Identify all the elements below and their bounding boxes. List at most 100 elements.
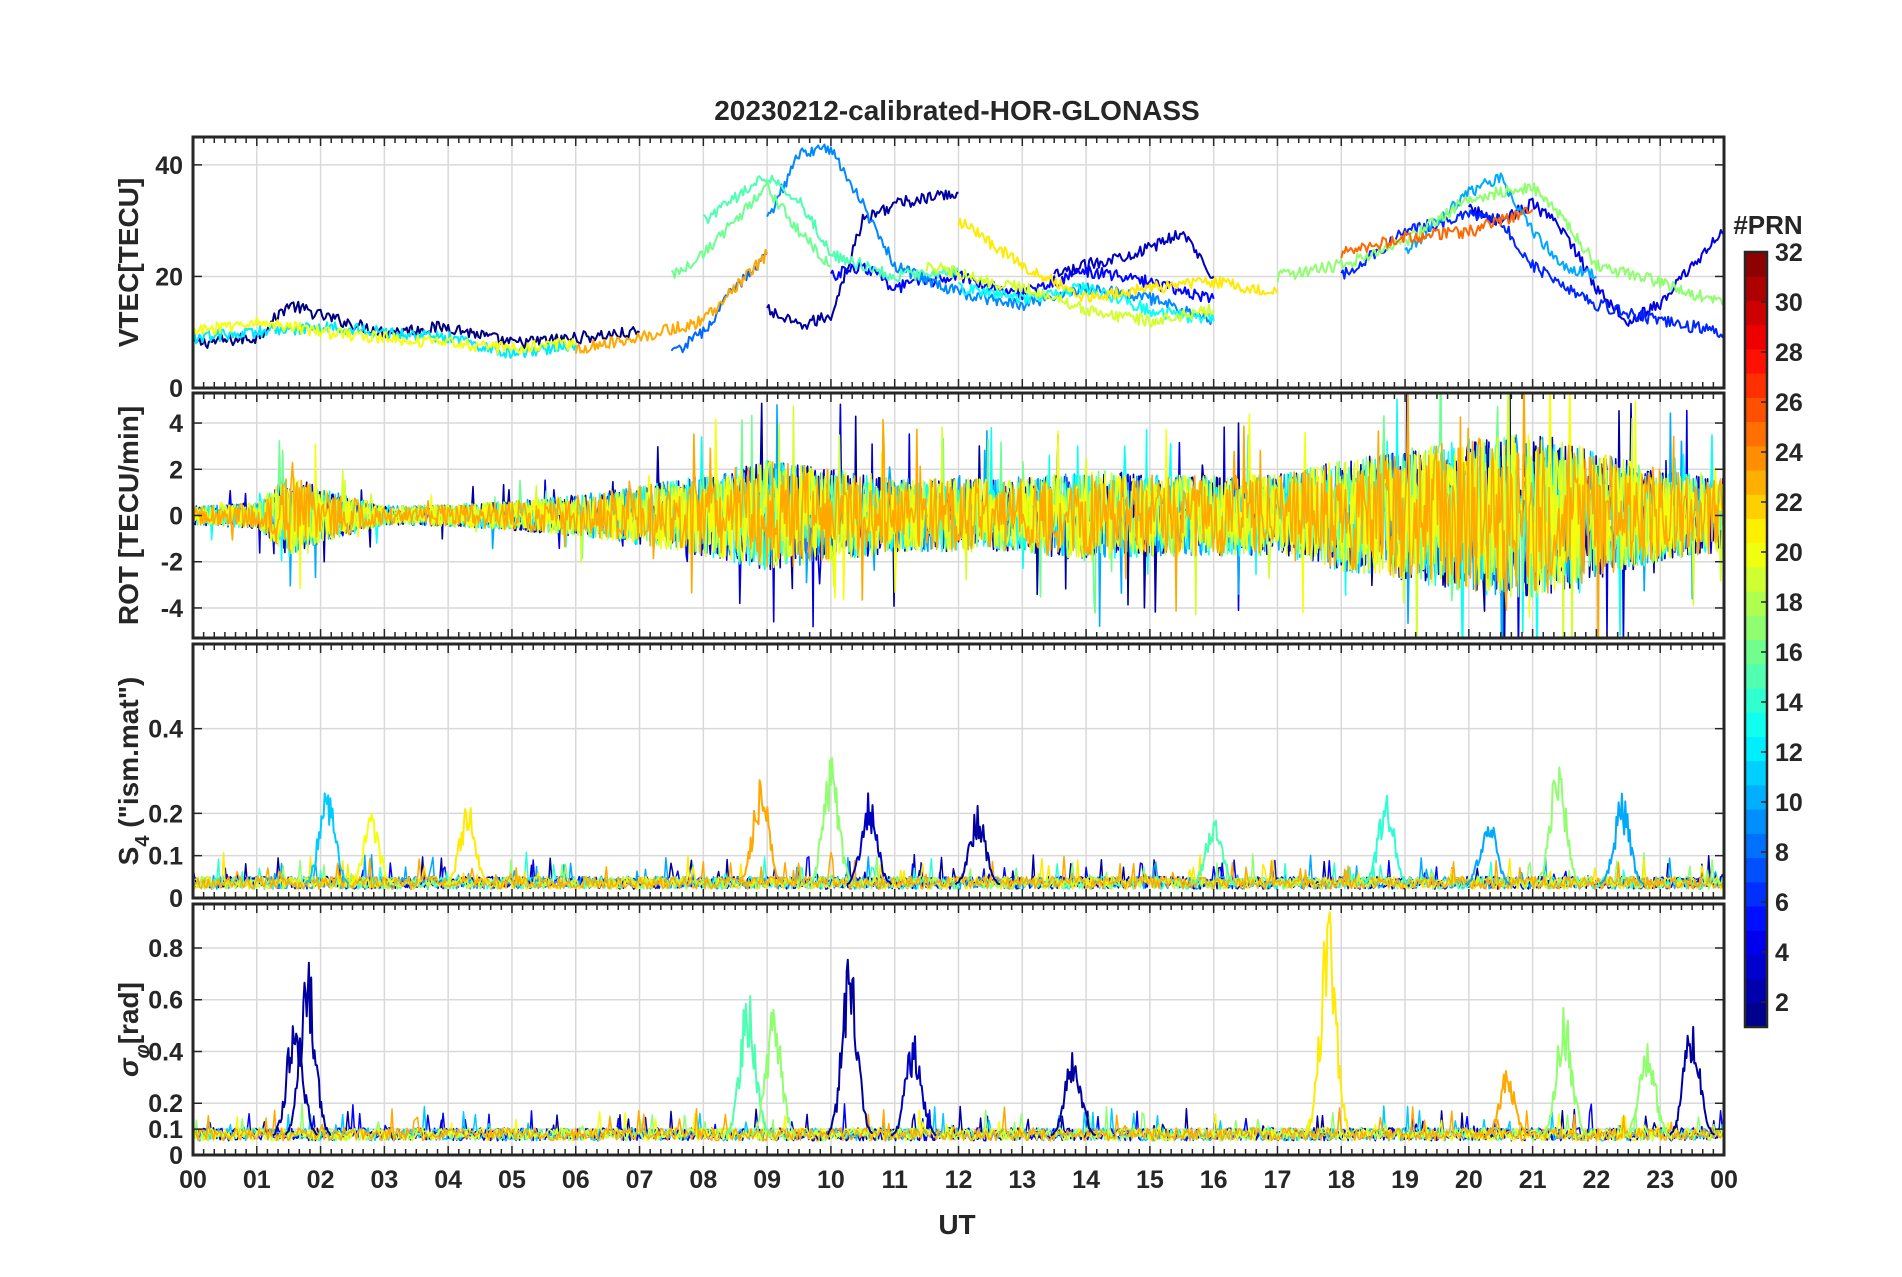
peak-series-line xyxy=(1624,1043,1670,1137)
colorbar-step xyxy=(1745,712,1767,737)
colorbar-tick-label: 30 xyxy=(1775,289,1803,317)
colorbar-step xyxy=(1745,494,1767,520)
peak-series-line xyxy=(724,995,772,1136)
y-tick-label: 0 xyxy=(169,375,183,403)
x-axis-label: UT xyxy=(938,1209,975,1240)
colorbar-tick-label: 28 xyxy=(1775,339,1803,367)
colorbar-step xyxy=(1745,639,1767,665)
panel-series xyxy=(193,911,1724,1142)
x-tick-label: 23 xyxy=(1646,1166,1674,1194)
vtec-series-line xyxy=(193,316,577,355)
peak-series-line xyxy=(750,1008,797,1137)
x-tick-label: 10 xyxy=(817,1166,845,1194)
minor-ticks xyxy=(192,393,1725,638)
x-tick-label: 00 xyxy=(179,1166,207,1194)
x-tick-label: 01 xyxy=(243,1166,271,1194)
colorbar-step xyxy=(1745,542,1767,568)
panel-sigma_phi: 00.10.2 0.4 0.6 0.8 σφ[rad] xyxy=(113,902,1726,1170)
x-tick-label: 04 xyxy=(434,1166,462,1194)
background-series-line xyxy=(193,1106,1724,1142)
vtec-series-line xyxy=(1467,197,1724,327)
colorbar-tick-label: 12 xyxy=(1775,739,1803,767)
y-tick-label: 0.1 xyxy=(148,843,183,871)
background-series-line xyxy=(193,851,1724,890)
colorbar-tick-label: 32 xyxy=(1775,239,1803,267)
rot-series-line xyxy=(193,393,1724,638)
x-tick-label: 02 xyxy=(307,1166,335,1194)
colorbar-step xyxy=(1745,857,1767,883)
vtec-series-line xyxy=(702,174,960,283)
x-tick-label: 19 xyxy=(1391,1166,1419,1194)
peak-series-line xyxy=(1305,911,1352,1135)
y-axis-label: σφ[rad] xyxy=(113,982,154,1077)
colorbar-step xyxy=(1745,397,1767,423)
y-tick-label: 2 xyxy=(169,456,183,484)
colorbar-step xyxy=(1745,809,1767,834)
peak-series-line xyxy=(348,813,394,886)
vtec-series-line xyxy=(1340,206,1534,259)
peak-series-line xyxy=(284,961,332,1136)
vtec-series-line xyxy=(574,248,769,354)
colorbar-step xyxy=(1745,445,1767,471)
y-axis-label: ROT [TECU/min] xyxy=(113,406,144,625)
colorbar-step xyxy=(1745,687,1767,713)
colorbar-step xyxy=(1745,348,1767,374)
panel-series xyxy=(193,143,1724,359)
colorbar-tick-label: 22 xyxy=(1775,489,1803,517)
x-tick-label: 16 xyxy=(1200,1166,1228,1194)
vtec-series-line xyxy=(830,260,1215,304)
colorbar-step xyxy=(1745,276,1767,302)
colorbar-tick-label: 20 xyxy=(1775,539,1803,567)
peak-series-line xyxy=(1464,826,1511,886)
x-tick-label: 17 xyxy=(1264,1166,1292,1194)
y-tick-label: 0 xyxy=(169,503,183,531)
vtec-series-line xyxy=(957,218,1279,303)
peak-series-line xyxy=(272,1025,318,1137)
colorbar-tick-label: 2 xyxy=(1775,989,1789,1017)
x-tick-label: 03 xyxy=(370,1166,398,1194)
x-tick-label: 08 xyxy=(689,1166,717,1194)
peak-series-line xyxy=(1190,819,1237,886)
colorbar-tick-label: 18 xyxy=(1775,589,1803,617)
y-axis-label: VTEC[TECU] xyxy=(113,178,144,348)
x-tick-label: 18 xyxy=(1327,1166,1355,1194)
colorbar-tick-label: 14 xyxy=(1775,689,1803,717)
colorbar-step xyxy=(1745,954,1767,980)
x-tick-label: 21 xyxy=(1519,1166,1547,1194)
x-tick-label: 14 xyxy=(1072,1166,1100,1194)
peak-series-line xyxy=(846,792,893,886)
colorbar-tick-label: 10 xyxy=(1775,789,1803,817)
colorbar-step xyxy=(1745,252,1767,277)
peak-series-line xyxy=(303,792,350,885)
colorbar-step xyxy=(1745,930,1767,955)
peak-series-line xyxy=(444,807,491,886)
colorbar-step xyxy=(1745,905,1767,931)
y-tick-label: 0.8 xyxy=(148,935,183,963)
x-tick-label: 11 xyxy=(881,1166,908,1194)
colorbar-step xyxy=(1745,566,1767,592)
x-tick-label: 07 xyxy=(626,1166,654,1194)
y-tick-label: 4 xyxy=(169,410,183,438)
y-tick-label: 0 xyxy=(169,885,183,913)
y-tick-label: 40 xyxy=(155,152,183,180)
minor-ticks xyxy=(192,644,1725,899)
colorbar-tick-label: 24 xyxy=(1775,439,1803,467)
panel-rot: -4 -2 0 2 4 ROT [TECU/min] xyxy=(113,391,1726,640)
vtec-series-line xyxy=(1276,182,1724,306)
colorbar-step xyxy=(1745,324,1767,350)
colorbar-step xyxy=(1745,881,1767,907)
colorbar-step xyxy=(1745,591,1767,616)
y-tick-label: 20 xyxy=(155,263,183,291)
peak-series-line xyxy=(1050,1052,1097,1137)
colorbar-step xyxy=(1745,518,1767,544)
vtec-series-line xyxy=(1340,209,1724,338)
colorbar-tick-label: 8 xyxy=(1775,839,1789,867)
peak-series-line xyxy=(1484,1070,1530,1137)
x-tick-label: 06 xyxy=(562,1166,590,1194)
vtec-series-line xyxy=(766,189,959,330)
colorbar-step xyxy=(1745,469,1767,495)
peak-series-line xyxy=(1668,1025,1716,1136)
